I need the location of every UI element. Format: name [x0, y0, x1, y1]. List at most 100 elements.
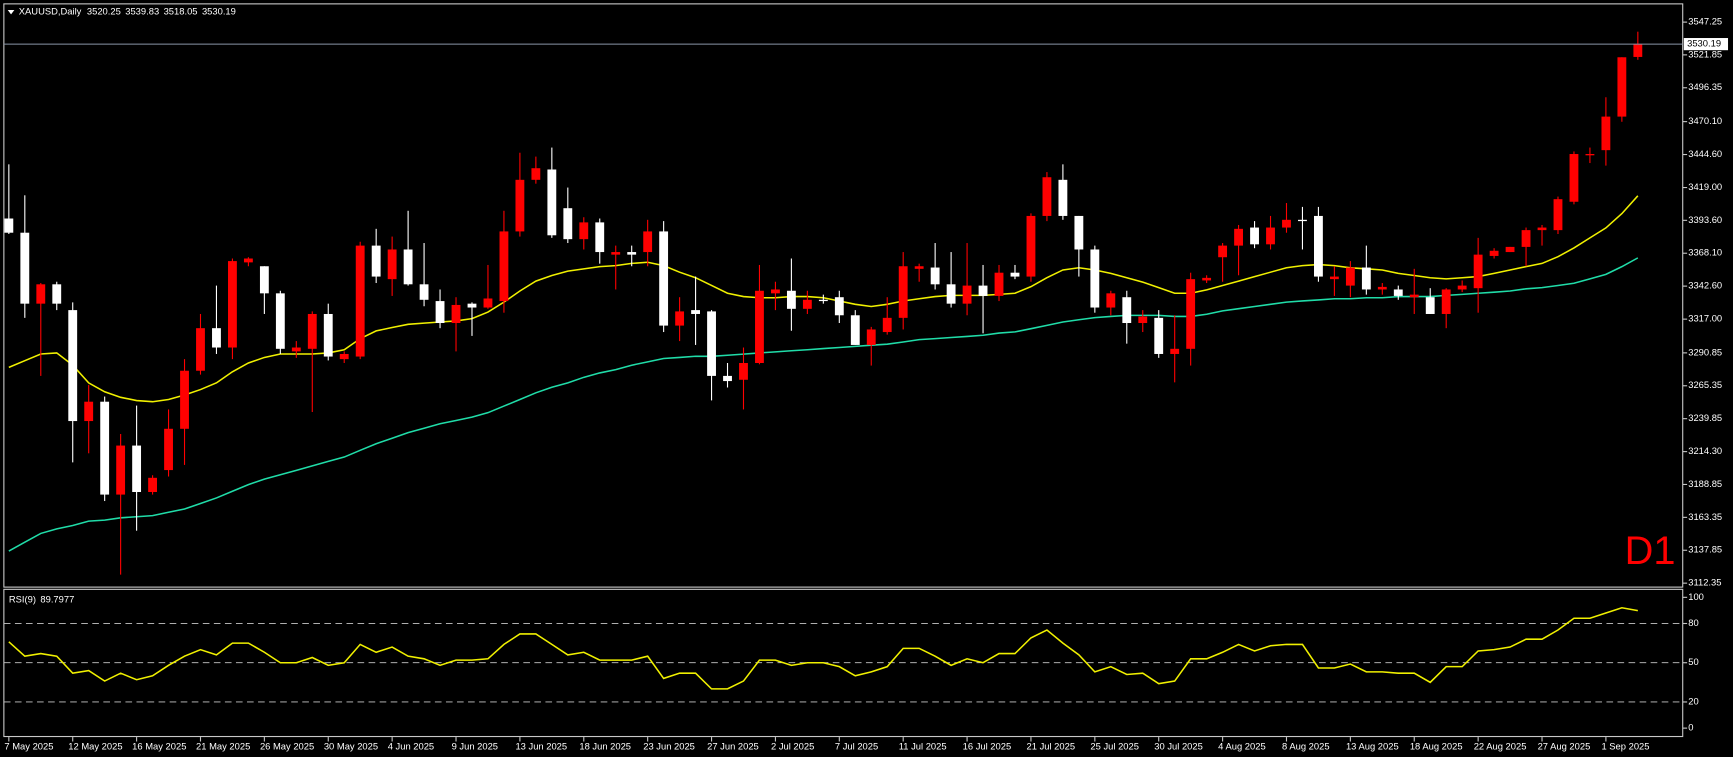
- candle-body: [180, 370, 189, 429]
- menu-arrow[interactable]: [7, 9, 15, 15]
- candle-body: [1537, 227, 1547, 231]
- ohlc-value: 3530.19: [202, 6, 236, 17]
- candle-body: [36, 284, 46, 304]
- candle-body: [1090, 249, 1100, 308]
- candle-body: [1361, 267, 1371, 290]
- y-tick-label: 0: [1688, 722, 1693, 733]
- y-tick-label: 80: [1688, 617, 1698, 628]
- candle-body: [419, 284, 429, 300]
- rsi-current-value: 89.7977: [40, 593, 74, 604]
- x-tick-label: 13 Aug 2025: [1346, 741, 1399, 752]
- candle-body: [52, 284, 62, 304]
- candle-body: [1521, 230, 1531, 247]
- candle-body: [307, 313, 317, 349]
- candle-body: [1329, 276, 1339, 280]
- candle-body: [834, 297, 844, 316]
- y-tick-label: 3112.35: [1688, 577, 1721, 588]
- y-tick-label: 3419.00: [1688, 181, 1722, 192]
- candle-body: [371, 245, 381, 277]
- candle-body: [866, 329, 876, 345]
- candle-body: [898, 266, 908, 318]
- candle-body: [1553, 199, 1563, 231]
- x-tick-label: 30 May 2025: [324, 741, 378, 752]
- candle-body: [723, 375, 732, 382]
- x-tick-label: 13 Jun 2025: [515, 741, 567, 752]
- x-tick-label: 18 Jun 2025: [579, 741, 631, 752]
- rsi-title: RSI(9): [9, 593, 36, 604]
- candle-body: [659, 231, 669, 326]
- candle-body: [786, 290, 796, 309]
- candle-body: [196, 328, 205, 371]
- timeframe-label: D1: [1625, 529, 1676, 573]
- candle-body: [339, 353, 349, 360]
- x-tick-label: 7 May 2025: [4, 741, 53, 752]
- y-tick-label: 3342.60: [1688, 280, 1722, 291]
- candle-body: [802, 299, 812, 309]
- candle-body: [1377, 286, 1387, 290]
- candle-body: [68, 310, 78, 422]
- x-tick-label: 4 Aug 2025: [1218, 741, 1265, 752]
- candle-body: [1042, 177, 1052, 216]
- candle-body: [451, 304, 461, 324]
- candle-body: [1250, 227, 1259, 245]
- candle-body: [531, 168, 541, 180]
- moving-average-line: [8, 257, 1639, 552]
- y-tick-label: 3547.25: [1688, 16, 1722, 27]
- x-tick-label: 12 May 2025: [68, 741, 122, 752]
- x-tick-label: 27 Jun 2025: [707, 741, 759, 752]
- candle-body: [212, 328, 221, 348]
- candle-body: [1505, 246, 1515, 253]
- y-tick-label: 3239.85: [1688, 412, 1722, 423]
- candle-body: [1425, 297, 1435, 314]
- candle-body: [1298, 219, 1307, 222]
- x-tick-label: 18 Aug 2025: [1410, 741, 1463, 752]
- x-tick-label: 16 Jul 2025: [963, 741, 1012, 752]
- candle-body: [1122, 297, 1132, 324]
- y-tick-label: 100: [1688, 591, 1704, 602]
- candle-body: [1186, 279, 1196, 349]
- candle-body: [978, 285, 988, 296]
- ohlc-value: 3539.83: [125, 6, 159, 17]
- candle-body: [1266, 227, 1275, 245]
- candle-body: [1106, 293, 1116, 308]
- candle-body: [707, 311, 716, 376]
- y-tick-label: 3214.30: [1688, 445, 1722, 456]
- y-tick-label: 3137.85: [1688, 544, 1722, 555]
- candle-body: [116, 445, 126, 495]
- candle-body: [755, 290, 764, 364]
- y-tick-label: 3393.60: [1688, 214, 1722, 225]
- x-tick-label: 22 Aug 2025: [1474, 741, 1527, 752]
- y-tick-label: 20: [1688, 695, 1698, 706]
- candle-body: [547, 169, 557, 236]
- y-tick-label: 3444.60: [1688, 148, 1722, 159]
- candle-body: [1282, 219, 1291, 228]
- y-tick-label: 3521.85: [1688, 48, 1722, 59]
- candle-body: [1633, 44, 1643, 57]
- x-tick-label: 7 Jul 2025: [835, 741, 878, 752]
- candle-body: [467, 303, 477, 308]
- candle-body: [84, 401, 94, 422]
- candle-body: [1202, 277, 1212, 281]
- candle-body: [1218, 245, 1228, 258]
- candle-body: [1441, 289, 1451, 314]
- candle-body: [1489, 250, 1499, 256]
- main-panel-frame: [3, 3, 1684, 588]
- x-tick-label: 2 Jul 2025: [771, 741, 814, 752]
- x-tick-label: 16 May 2025: [132, 741, 186, 752]
- candle-body: [164, 428, 173, 471]
- y-tick-label: 3496.35: [1688, 81, 1722, 92]
- candle-body: [4, 218, 14, 233]
- candle-body: [1585, 154, 1595, 156]
- candle-body: [627, 252, 637, 255]
- y-tick-label: 3265.35: [1688, 379, 1722, 390]
- x-tick-label: 21 May 2025: [196, 741, 250, 752]
- candle-body: [930, 267, 940, 285]
- candle-body: [563, 208, 573, 240]
- x-tick-label: 27 Aug 2025: [1538, 741, 1591, 752]
- rsi-line: [8, 606, 1638, 690]
- y-tick-label: 3470.10: [1688, 115, 1722, 126]
- candle-body: [483, 298, 493, 308]
- candle-body: [1409, 294, 1419, 298]
- candle-body: [1010, 272, 1020, 277]
